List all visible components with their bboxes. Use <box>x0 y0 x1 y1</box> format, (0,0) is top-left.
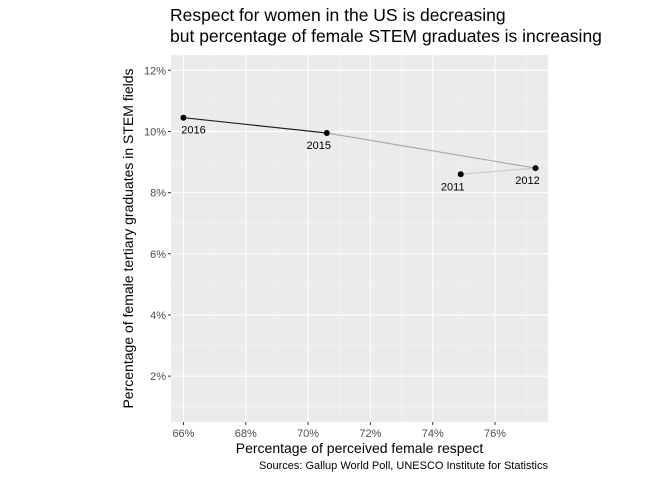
y-tick-label: 2% <box>150 371 166 383</box>
chart-title: Respect for women in the US is decreasin… <box>170 5 506 25</box>
data-point-2012 <box>532 165 539 172</box>
major-gridlines <box>171 55 548 422</box>
path-segment-2011-2012 <box>460 167 536 175</box>
point-label-2016: 2016 <box>181 125 205 137</box>
point-label-2012: 2012 <box>515 175 539 187</box>
data-point-2015 <box>323 129 330 136</box>
point-labels: 2011 2012 2015 2016 <box>181 125 540 194</box>
data-point-2016 <box>180 114 187 121</box>
x-axis-ticks: 66% 68% 70% 72% 74% 76% <box>172 422 506 440</box>
path-segment-2012-2015 <box>326 132 536 169</box>
chart-subtitle: but percentage of female STEM graduates … <box>170 26 602 46</box>
x-tick-label: 66% <box>172 428 194 440</box>
path-segment-2015-2016 <box>183 117 327 134</box>
point-label-2011: 2011 <box>441 181 465 193</box>
minor-gridlines <box>171 55 548 422</box>
chart-caption: Sources: Gallup World Poll, UNESCO Insti… <box>259 460 548 472</box>
data-point-2011 <box>457 171 464 178</box>
connecting-paths <box>183 117 536 175</box>
y-tick-label: 6% <box>150 249 166 261</box>
y-tick-label: 12% <box>144 65 166 77</box>
chart-title-block: Respect for women in the US is decreasin… <box>170 5 602 47</box>
plot-panel <box>171 55 548 422</box>
x-tick-label: 76% <box>484 428 506 440</box>
x-tick-label: 74% <box>422 428 444 440</box>
x-tick-label: 70% <box>297 428 319 440</box>
data-points <box>180 114 539 178</box>
y-tick-label: 4% <box>150 310 166 322</box>
y-axis-title: Percentage of female tertiary graduates … <box>120 68 136 408</box>
y-tick-label: 10% <box>144 126 166 138</box>
y-axis-ticks: 2% 4% 6% 8% 10% 12% <box>144 65 171 383</box>
x-tick-label: 68% <box>235 428 257 440</box>
x-tick-label: 72% <box>359 428 381 440</box>
point-label-2015: 2015 <box>307 140 331 152</box>
x-axis-title: Percentage of perceived female respect <box>236 440 484 456</box>
y-tick-label: 8% <box>150 188 166 200</box>
